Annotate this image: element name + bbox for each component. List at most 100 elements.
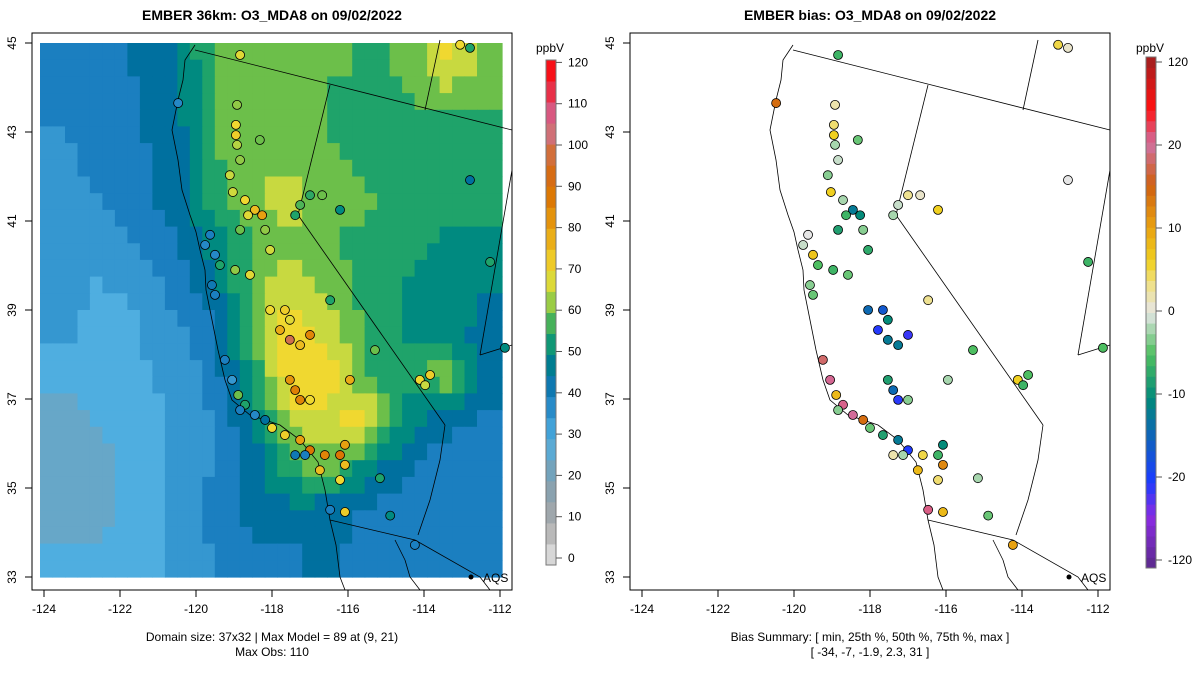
field-cell [352,43,366,61]
field-cell [252,59,266,77]
field-cell [177,326,191,344]
field-cell [252,326,266,344]
field-cell [252,109,266,128]
field-cell [152,510,166,528]
field-cell [489,376,503,395]
y-tick-label: 43 [5,125,19,139]
colorbar-segment [1146,546,1156,558]
bias-point [903,394,913,405]
obs-point [305,394,315,405]
field-cell [427,109,441,128]
colorbar-segment [546,480,556,503]
field-cell [252,443,266,461]
field-cell [414,560,428,578]
field-cell [239,510,253,528]
field-cell [177,410,191,428]
field-cell [414,510,428,528]
field-cell [214,143,228,161]
colorbar-segment [546,459,556,482]
state-boundaries [769,39,1111,591]
field-cell [364,276,378,294]
field-cell [464,193,478,211]
field-cell [127,59,141,77]
field-cell [202,109,216,128]
field-cell [152,393,166,411]
field-cell [252,93,266,111]
field-cell [439,526,453,545]
field-cell [52,510,66,528]
boundary-gulf [1002,559,1019,591]
field-cell [89,410,103,428]
field-cell [277,93,291,111]
field-cell [89,126,103,144]
axes: -124 -122 -120 -118 -116 -114 -112 33 35 37 39 41 43… [5,32,513,616]
field-cell [52,426,66,445]
field-cell [264,326,278,344]
field-cell [327,543,341,561]
field-cell [327,209,341,228]
field-cell [302,209,316,228]
field-cell [164,193,178,211]
field-cell [339,526,353,545]
field-cell [252,526,266,545]
colorbar-tick-label: 40 [568,386,582,400]
field-cell [89,560,103,578]
field-cell [314,393,328,411]
field-cell [489,460,503,478]
model-panel: EMBER 36km: O3_MDA8 on 09/02/2022 -124 -1… [5,7,588,659]
y-tick-label: 35 [5,481,19,495]
field-cell [114,310,128,328]
obs-point [207,280,217,290]
field-cell [277,476,291,495]
field-cell [139,343,153,361]
field-cell [114,493,128,511]
field-cell [452,326,466,344]
colorbar-segment [1146,344,1156,356]
field-cell [414,326,428,344]
obs-point [300,450,310,460]
field-cell [439,93,453,111]
field-cell [139,109,153,128]
field-cell [452,276,466,294]
field-cell [427,460,441,478]
field-cell [389,143,403,161]
field-cell [464,326,478,344]
field-cell [464,543,478,561]
field-cell [102,460,116,478]
field-cell [89,343,103,361]
field-cell [114,510,128,528]
field-cell [77,93,91,111]
field-cell [289,510,303,528]
field-cell [402,326,416,344]
field-cell [202,159,216,178]
field-cell [214,310,228,328]
field-cell [439,426,453,445]
colorbar-segment [1146,376,1156,388]
field-cell [477,476,491,495]
x-tick-label: -112 [1086,602,1109,616]
field-cell [252,460,266,478]
field-cell [439,193,453,211]
field-cell [414,493,428,511]
field-cell [139,376,153,395]
field-cell [227,426,241,445]
field-cell [302,560,316,578]
field-cell [302,93,316,111]
field-cell [477,176,491,194]
field-cell [102,343,116,361]
field-cell [352,376,366,395]
field-cell [389,460,403,478]
field-cell [152,176,166,194]
field-cell [77,159,91,178]
field-cell [289,109,303,128]
field-cell [152,360,166,378]
field-cell [77,526,91,545]
field-cell [439,159,453,178]
field-cell [52,176,66,194]
field-cell [52,209,66,228]
bias-point [833,50,843,60]
field-cell [202,376,216,395]
field-cell [114,93,128,111]
field-cell [364,460,378,478]
field-cell [389,126,403,144]
